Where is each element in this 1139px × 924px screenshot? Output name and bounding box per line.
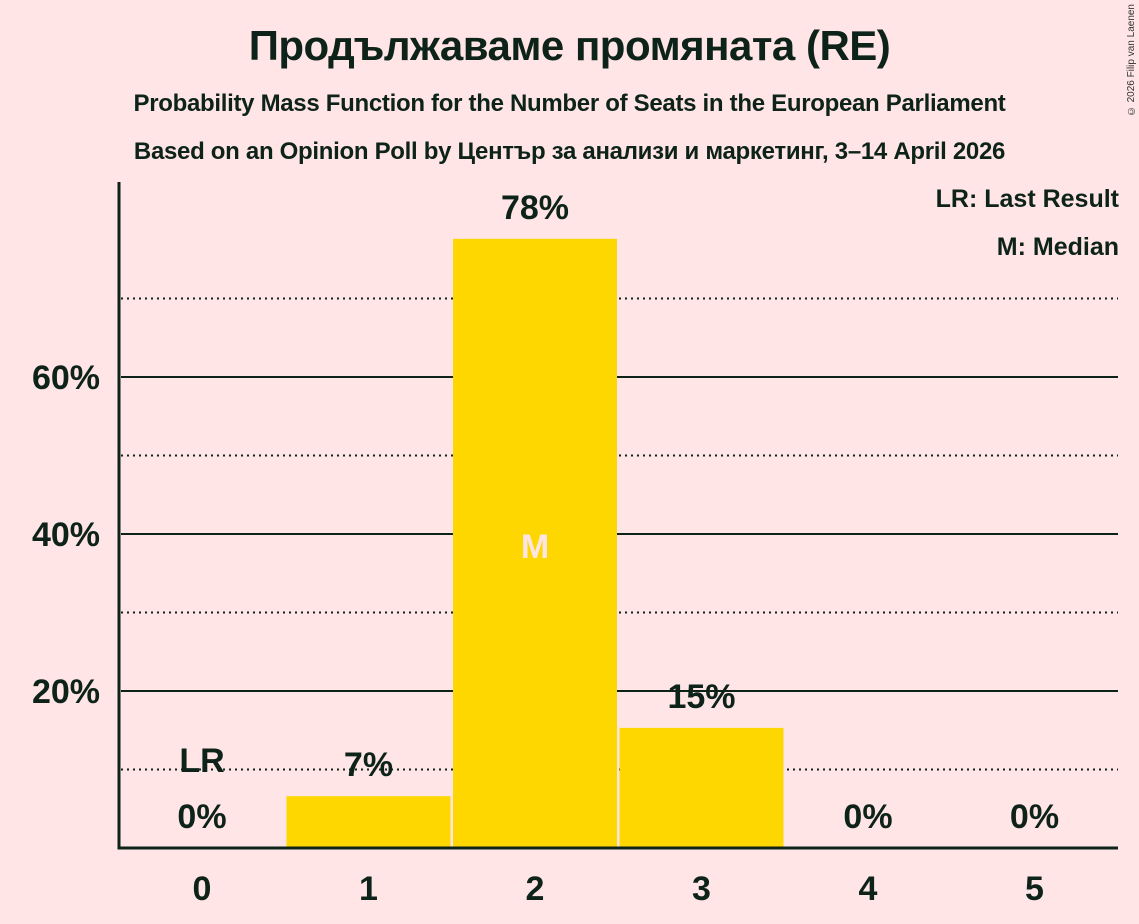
x-tick-label: 2 (526, 870, 545, 908)
x-tick-label: 1 (359, 870, 378, 908)
bar-value-label: 0% (1010, 798, 1059, 836)
bar-value-label: 15% (667, 678, 735, 716)
chart-title: Продължаваме промяната (RE) (248, 22, 891, 69)
y-tick-label: 60% (32, 359, 100, 397)
y-tick-label: 20% (32, 673, 100, 711)
chart-subtitle: Probability Mass Function for the Number… (133, 90, 1006, 117)
bar-value-label: 7% (344, 746, 393, 784)
y-tick-label: 40% (32, 516, 100, 554)
bar-value-label: 78% (501, 189, 569, 227)
x-tick-label: 3 (692, 870, 711, 908)
legend-last-result: LR: Last Result (935, 185, 1119, 213)
legend-median: M: Median (996, 233, 1119, 261)
chart-source: Based on an Opinion Poll by Център за ан… (133, 138, 1006, 165)
bar-seats-1 (286, 796, 451, 848)
median-marker: M (521, 528, 549, 566)
last-result-marker: LR (179, 742, 224, 780)
x-tick-label: 0 (193, 870, 212, 908)
bar-value-label: 0% (843, 798, 892, 836)
bar-value-label: 0% (177, 798, 226, 836)
bar-seats-3 (619, 727, 784, 848)
x-tick-label: 5 (1025, 870, 1044, 908)
bar-seats-2 (453, 238, 617, 849)
x-tick-label: 4 (859, 870, 878, 908)
